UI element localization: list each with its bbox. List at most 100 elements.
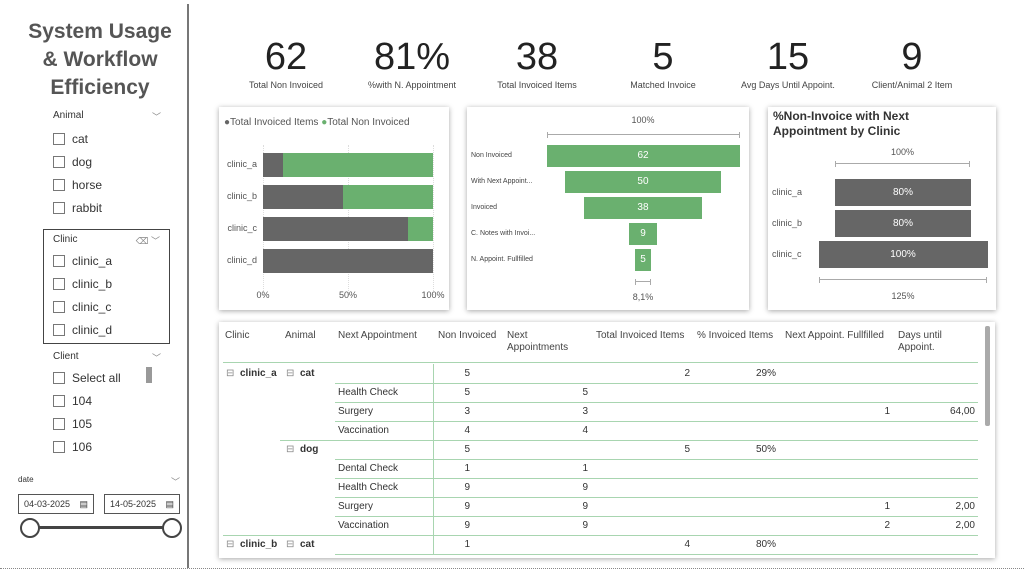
animal-cell: cat (300, 539, 315, 550)
animal-option[interactable]: horse (53, 173, 161, 196)
column-header[interactable]: % Invoiced Items (697, 330, 774, 341)
table-row[interactable]: ⊟ clinic_b ⊟ cat 1 4 80% (219, 535, 979, 554)
invoiced-by-clinic-chart: ●Total Invoiced Items ●Total Non Invoice… (219, 107, 449, 310)
table-row[interactable]: Health Check 9 9 (219, 478, 979, 497)
table-row[interactable]: Surgery 9 9 1 2,00 (219, 497, 979, 516)
chevron-down-icon[interactable]: ﹀ (151, 353, 161, 363)
end-date-input[interactable]: 14-05-2025 ▤ (104, 494, 180, 514)
collapse-icon[interactable]: ⊟ (226, 368, 235, 379)
checkbox[interactable] (53, 201, 65, 214)
divider (335, 383, 978, 384)
table-row[interactable]: Vaccination 9 9 2 2,00 (219, 516, 979, 535)
animal-cell: cat (300, 368, 315, 379)
checkbox[interactable] (53, 132, 65, 145)
legend-invoiced[interactable]: Total Invoiced Items (230, 117, 319, 128)
funnel-bar[interactable]: 50 (565, 171, 721, 193)
checkbox[interactable] (53, 254, 65, 267)
collapse-icon[interactable]: ⊟ (286, 444, 295, 455)
bar-invoiced[interactable] (263, 249, 433, 273)
table-row[interactable]: Health Check 5 5 (219, 383, 979, 402)
column-header[interactable]: Next Appointments (507, 330, 569, 353)
value-cell: 29% (755, 368, 776, 379)
option-label: cat (72, 131, 89, 146)
divider (280, 440, 978, 441)
client-option[interactable]: 106 (53, 435, 161, 458)
column-header[interactable]: Non Invoiced (438, 330, 497, 341)
funnel-bar[interactable]: 62 (546, 145, 740, 167)
table-row[interactable]: Vaccination 4 4 (219, 421, 979, 440)
animal-option[interactable]: cat (53, 127, 161, 150)
checkbox[interactable] (53, 155, 65, 168)
start-date-input[interactable]: 04-03-2025 ▤ (18, 494, 94, 514)
clinic-option[interactable]: clinic_d (53, 318, 160, 341)
column-header[interactable]: Next Appointment (338, 330, 417, 341)
option-label: horse (72, 177, 103, 192)
chevron-down-icon[interactable]: ﹀ (170, 477, 180, 487)
collapse-icon[interactable]: ⊟ (226, 539, 235, 550)
checkbox[interactable] (53, 440, 65, 453)
end-date: 14-05-2025 (110, 499, 157, 509)
column-header[interactable]: Total Invoiced Items (596, 330, 685, 341)
checkbox[interactable] (53, 417, 65, 430)
table-row[interactable]: Surgery 3 3 1 64,00 (219, 402, 979, 421)
slider-start-handle[interactable] (20, 518, 40, 538)
column-header[interactable]: Clinic (225, 330, 250, 341)
animal-option[interactable]: rabbit (53, 196, 161, 219)
clinic-option[interactable]: clinic_c (53, 295, 160, 318)
bar-invoiced[interactable] (263, 185, 343, 209)
axis-top-label: 100% (890, 147, 915, 157)
bar-non-invoiced[interactable] (342, 185, 433, 209)
column-header[interactable]: Days until Appoint. (898, 330, 942, 353)
client-option[interactable]: 105 (53, 412, 161, 435)
legend-non-invoiced[interactable]: Total Non Invoiced (327, 117, 410, 128)
kpi-card: 9 Client/Animal 2 Item (852, 36, 972, 90)
client-option[interactable]: 104 (53, 389, 161, 412)
checkbox[interactable] (53, 178, 65, 191)
clinic-option[interactable]: clinic_a (53, 249, 160, 272)
checkbox[interactable] (53, 300, 65, 313)
funnel-bar[interactable]: 5 (635, 249, 651, 271)
value-cell: 64,00 (949, 406, 975, 417)
slicer-title: Clinic (53, 234, 78, 245)
table-row[interactable]: Dental Check 1 1 (219, 459, 979, 478)
clinic-option[interactable]: clinic_b (53, 272, 160, 295)
funnel-bar[interactable]: 38 (583, 197, 703, 219)
eraser-icon[interactable]: ⌫ ﹀ (135, 236, 160, 246)
chevron-down-icon[interactable]: ﹀ (151, 112, 161, 122)
kpi-value: 9 (901, 36, 923, 78)
y-tick-label: clinic_a (772, 187, 803, 197)
checkbox[interactable] (53, 371, 65, 384)
gridline (433, 145, 434, 295)
funnel-bar[interactable]: 9 (628, 223, 657, 245)
column-header[interactable]: Next Appoint. Fullfilled (785, 330, 884, 341)
bar-non-invoiced[interactable] (283, 153, 433, 177)
collapse-icon[interactable]: ⊟ (286, 539, 295, 550)
animal-option[interactable]: dog (53, 150, 161, 173)
option-label: 106 (72, 439, 93, 454)
date-slicer: date ﹀ 04-03-2025 ▤ 14-05-2025 ▤ (18, 475, 182, 538)
checkbox[interactable] (53, 394, 65, 407)
clinic-bar[interactable]: 100% (818, 241, 988, 268)
checkbox[interactable] (53, 277, 65, 290)
checkbox[interactable] (53, 323, 65, 336)
bar-non-invoiced[interactable] (407, 217, 433, 241)
table-row[interactable]: ⊟ clinic_a ⊟ cat 5 2 29% (219, 364, 979, 383)
clinic-bar[interactable]: 80% (835, 179, 971, 206)
report-title: System Usage & Workflow Efficiency (28, 20, 172, 99)
slider-end-handle[interactable] (162, 518, 182, 538)
collapse-icon[interactable]: ⊟ (286, 368, 295, 379)
divider (335, 516, 978, 517)
table-scrollbar[interactable] (985, 326, 990, 426)
funnel-stage-label: N. Appoint. Fullfilled (471, 256, 533, 263)
bar-invoiced[interactable] (263, 153, 284, 177)
table-row[interactable]: ⊟ dog 5 5 50% (219, 440, 979, 459)
column-header[interactable]: Animal (285, 330, 316, 341)
scrollbar[interactable] (146, 367, 152, 383)
clinic-bar[interactable]: 80% (835, 210, 971, 237)
option-label: clinic_c (72, 299, 112, 314)
option-label: dog (72, 154, 93, 169)
client-option[interactable]: Select all (53, 366, 161, 389)
kpi-card: 15 Avg Days Until Appoint. (728, 36, 848, 90)
divider (335, 554, 978, 555)
bar-invoiced[interactable] (263, 217, 408, 241)
